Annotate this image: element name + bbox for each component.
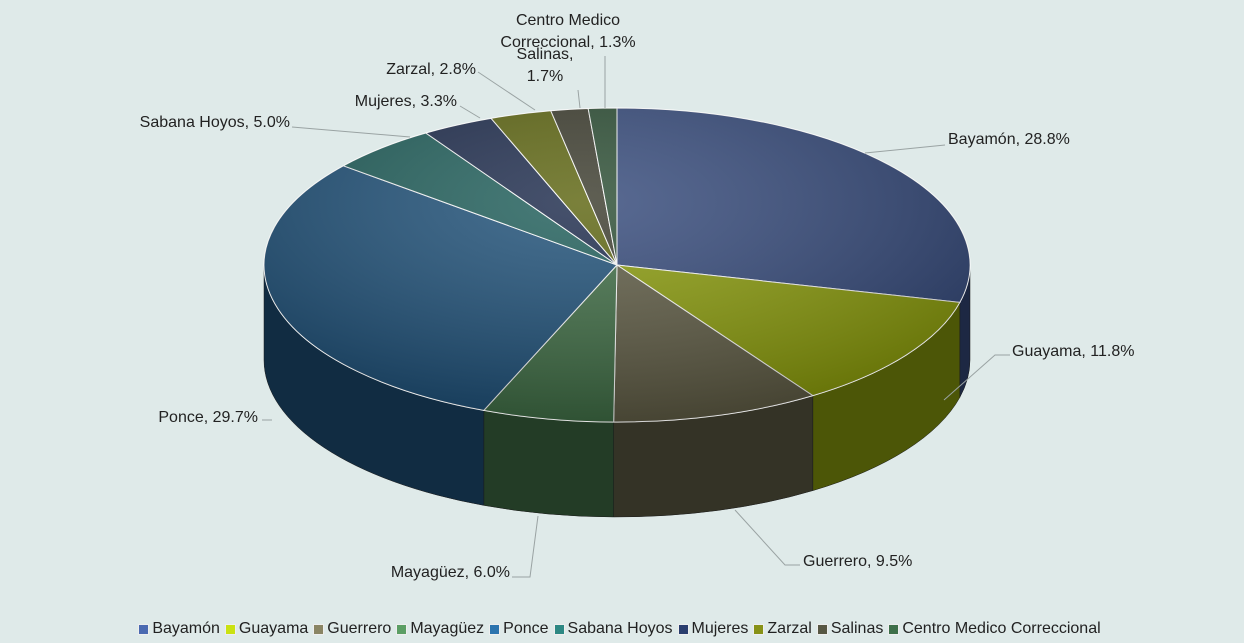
leader-line — [864, 144, 946, 154]
legend-label: Salinas — [830, 620, 884, 637]
legend-label: Sabana Hoyos — [567, 620, 673, 637]
data-label: Sabana Hoyos, 5.0% — [139, 114, 290, 131]
data-label: Bayamón, 28.8% — [948, 131, 1070, 148]
legend-item: Salinas — [816, 620, 884, 638]
data-label: Salinas, 1.7% — [516, 46, 574, 85]
legend-item: Mayagüez — [396, 620, 484, 638]
leader-line — [459, 105, 481, 119]
data-label: Mujeres, 3.3% — [354, 93, 457, 110]
legend-item: Guerrero — [313, 620, 391, 638]
legend-label: Guayama — [238, 620, 309, 637]
data-label: Ponce, 29.7% — [158, 409, 258, 426]
legend-item: Zarzal — [753, 620, 812, 638]
legend-item: Mujeres — [677, 620, 749, 638]
legend-label: Bayamón — [152, 620, 220, 637]
leader-line — [943, 354, 1010, 401]
legend-item: Ponce — [489, 620, 549, 638]
pie-plot — [262, 56, 1010, 578]
legend-item: Centro Medico Correccional — [888, 620, 1101, 638]
legend-swatch — [396, 623, 408, 635]
legend-item: Bayamón — [138, 620, 220, 638]
data-label: Zarzal, 2.8% — [386, 61, 476, 78]
legend-swatch — [224, 623, 236, 635]
legend-swatch — [753, 623, 765, 635]
legend-label: Mujeres — [691, 620, 749, 637]
legend: Bayamón Guayama Guerrero Mayagüez Ponce Saban… — [0, 620, 1244, 638]
legend-label: Ponce — [503, 620, 549, 637]
legend-item: Sabana Hoyos — [553, 620, 673, 638]
legend-label: Guerrero — [327, 620, 392, 637]
leader-line — [577, 89, 581, 109]
legend-label: Mayagüez — [410, 620, 485, 637]
leader-line — [477, 71, 536, 111]
data-label: Centro Medico Correccional, 1.3% — [500, 12, 636, 51]
leader-line — [512, 515, 539, 578]
data-label: Guayama, 11.8% — [1012, 343, 1135, 360]
leader-line — [291, 126, 411, 138]
slice-side — [483, 410, 614, 518]
legend-item: Guayama — [224, 620, 309, 638]
legend-swatch — [138, 623, 150, 635]
data-label: Mayagüez, 6.0% — [390, 564, 510, 581]
legend-label: Zarzal — [767, 620, 812, 637]
data-label: Guerrero, 9.5% — [803, 553, 913, 570]
legend-swatch — [677, 623, 689, 635]
legend-swatch — [553, 623, 565, 635]
legend-swatch — [816, 623, 828, 635]
legend-swatch — [313, 623, 325, 635]
legend-swatch — [489, 623, 501, 635]
leader-line — [734, 509, 800, 566]
legend-label: Centro Medico Correccional — [902, 620, 1101, 637]
legend-swatch — [888, 623, 900, 635]
